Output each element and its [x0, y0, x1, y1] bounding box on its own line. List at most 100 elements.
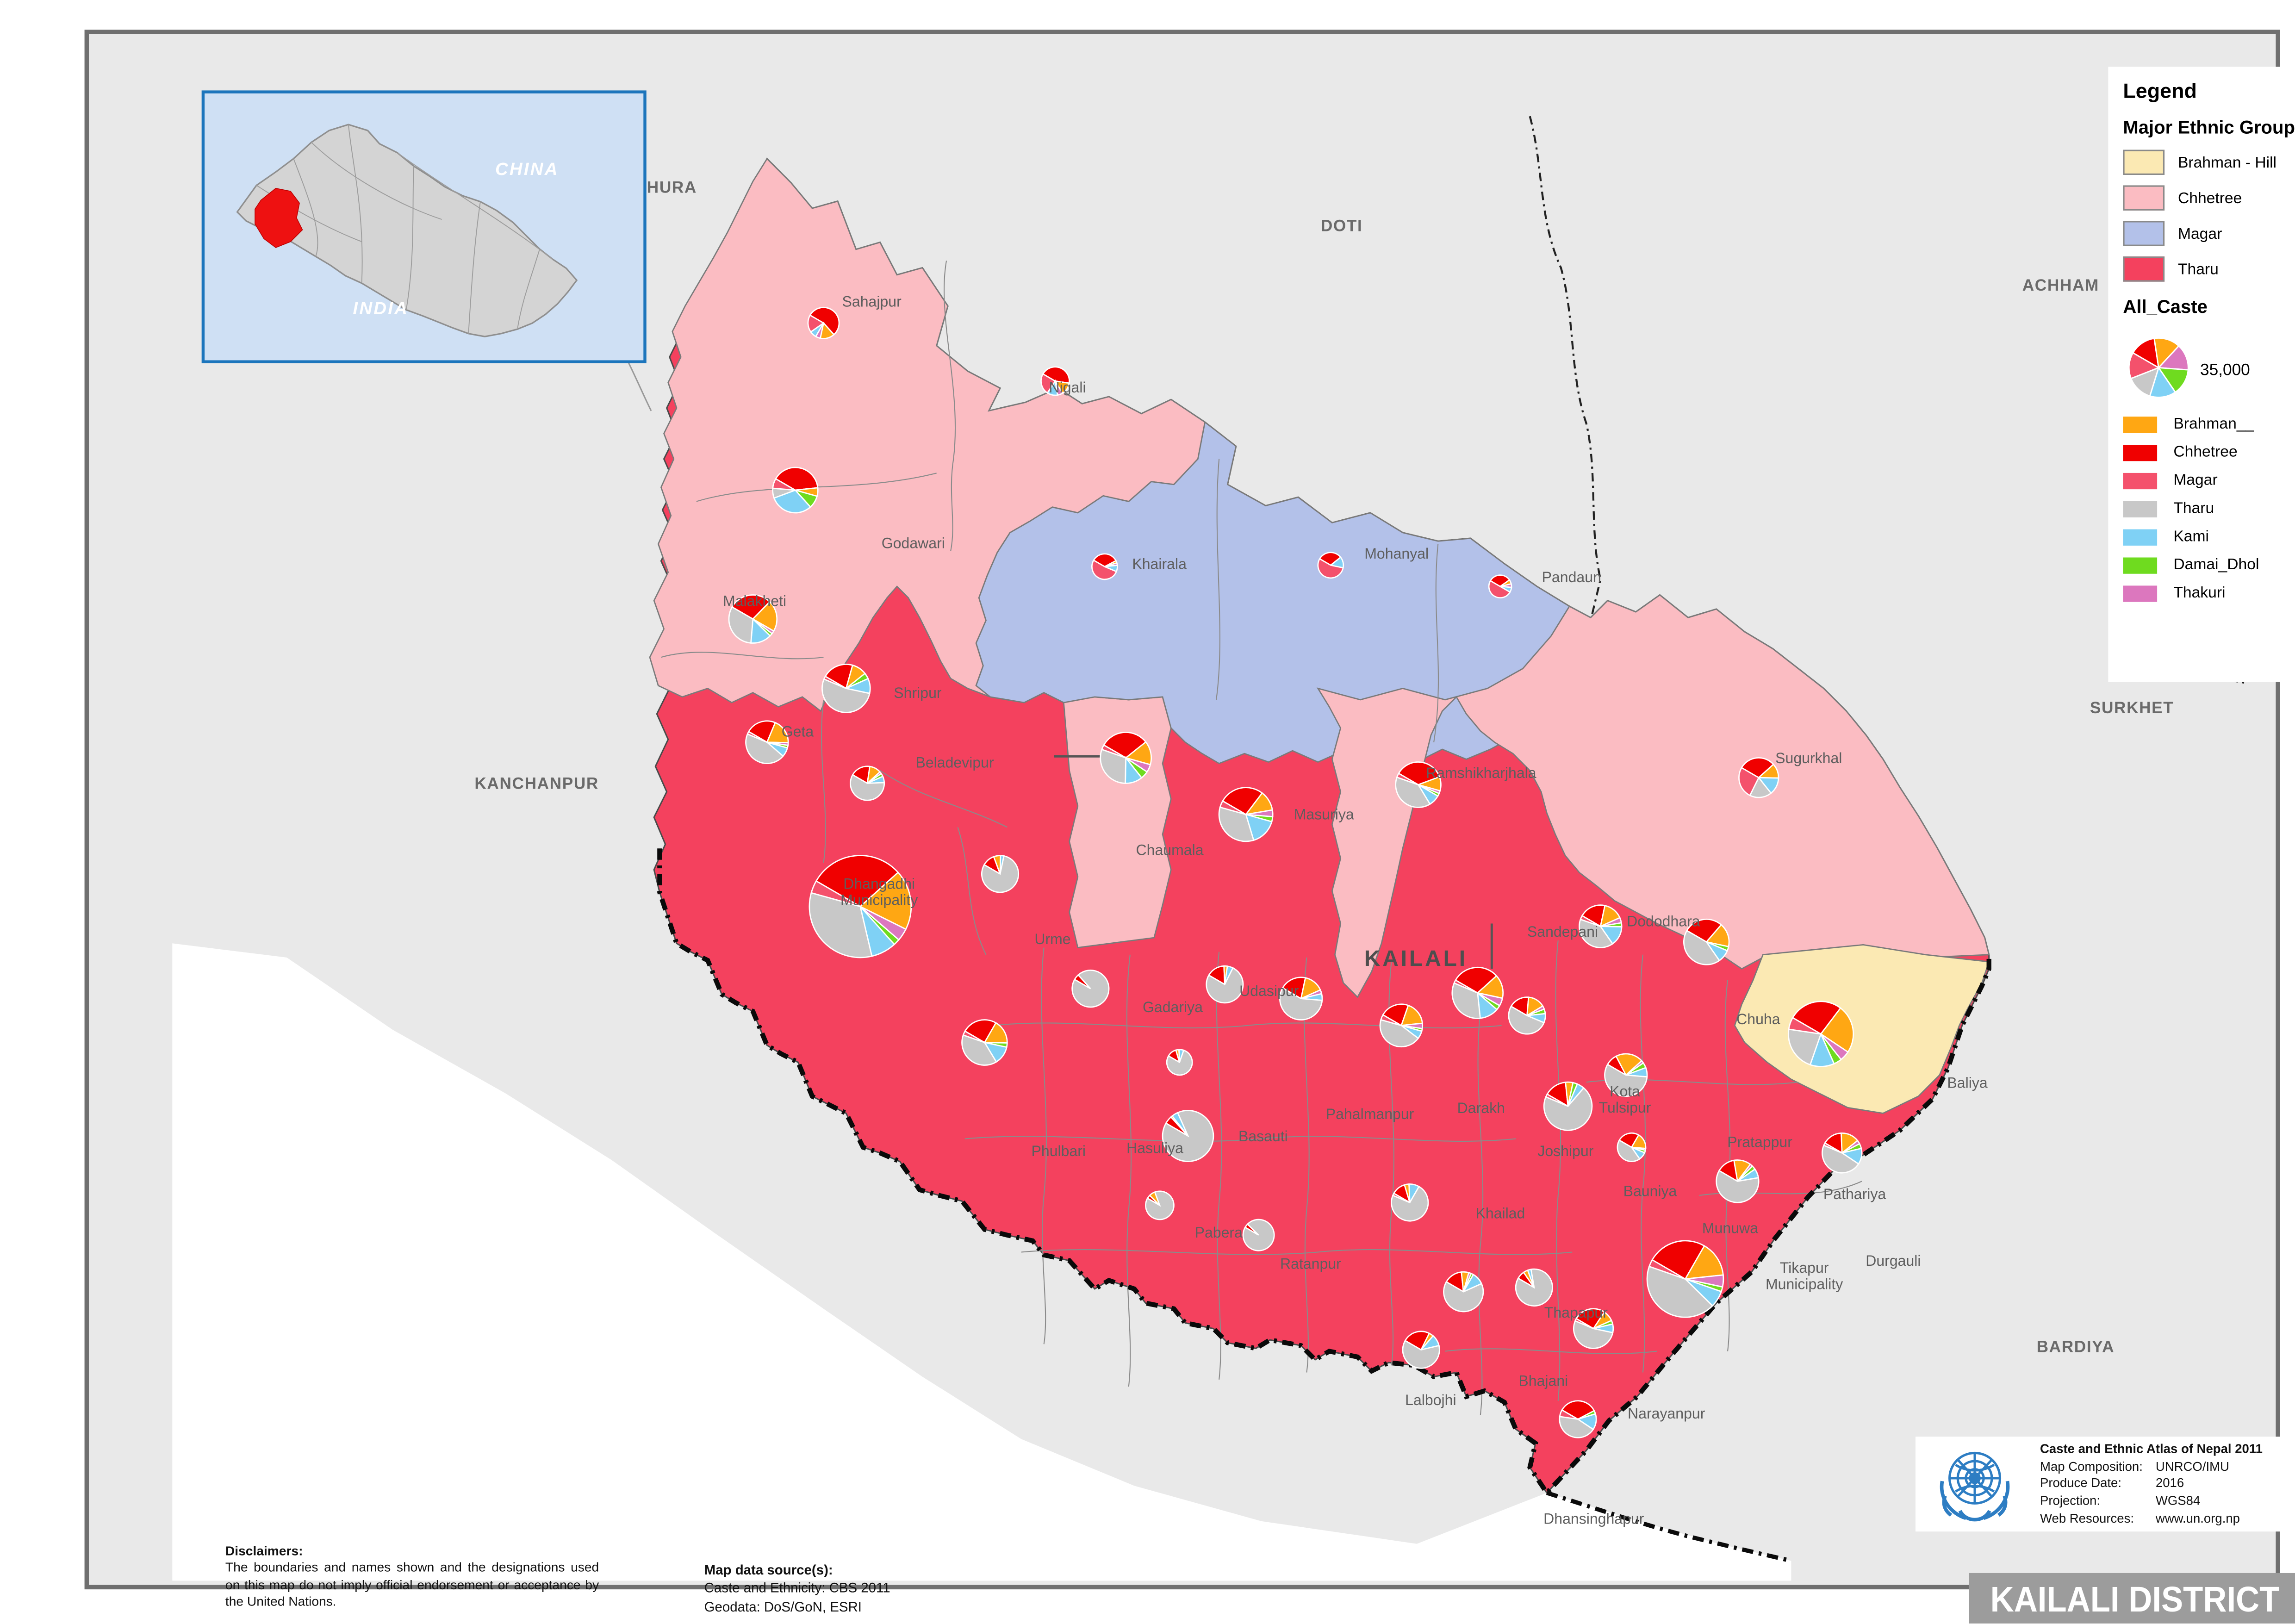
legend-panel: Legend Major Ethnic Group Brahman - Hill… — [2108, 67, 2295, 682]
pie-slice-tharu — [1443, 1281, 1484, 1313]
region-pie-thapapur — [1515, 1268, 1553, 1307]
region-pie-dododhara — [1579, 904, 1623, 948]
district-title: KAILALI DISTRICT — [1990, 1580, 2280, 1621]
pie-slice-magar — [1574, 1318, 1594, 1329]
legend-heading: Legend — [2123, 78, 2197, 103]
legend-ethnic-item: Brahman - Hill — [2123, 149, 2295, 175]
ethnic-label: Tharu — [2177, 260, 2219, 278]
region-pie-mohanyal — [1317, 552, 1344, 579]
pie-slice-chhetree — [809, 306, 840, 336]
disclaimers-heading: Disclaimers: — [225, 1543, 303, 1558]
pie-slice-tharu — [1379, 1019, 1419, 1048]
caste-label: Kami — [2173, 528, 2209, 546]
pie-slice-tharu — [961, 1034, 997, 1066]
international-border-south-east — [1546, 1491, 1792, 1563]
region-pie-darakh — [1379, 1003, 1424, 1048]
legend-sample-pie — [2128, 337, 2189, 398]
outer-district-border-3 — [625, 356, 652, 411]
legend-allcaste-sample: 35,000 — [2123, 329, 2295, 406]
region-pie-hasuliya — [1162, 1110, 1214, 1162]
legend-ethnic-item: Magar — [2123, 221, 2295, 246]
base-map — [89, 34, 2276, 1585]
pie-slice-chhetree — [1042, 366, 1070, 384]
credits-value: WGS84 — [2155, 1493, 2201, 1508]
caste-swatch — [2123, 585, 2158, 602]
credits-key: Produce Date: — [2040, 1475, 2122, 1491]
pie-slice-tharu — [1395, 776, 1431, 808]
disclaimers: Disclaimers: The boundaries and names sh… — [225, 1543, 599, 1610]
region-pie-munuwa — [1716, 1159, 1760, 1203]
pie-slice-chhetree — [1319, 552, 1342, 566]
region-chhetree-northwest — [649, 157, 1206, 949]
region-pie-geta — [745, 720, 789, 764]
pie-slice-magar — [1380, 1014, 1402, 1027]
credits-row: Web Resources: www.un.org.np — [2040, 1511, 2263, 1528]
legend-caste-item: Tharu — [2123, 500, 2295, 517]
pie-slice-tharu — [1646, 1265, 1714, 1318]
pie-slice-magar — [1545, 1093, 1568, 1107]
pie-slice-chhetree — [1581, 904, 1606, 927]
pie-slice-magar — [1219, 800, 1246, 815]
map-data-sources: Map data source(s): Caste and Ethnicity:… — [704, 1561, 890, 1616]
inset-nepal-map — [236, 124, 578, 337]
pie-slice-tharu — [745, 733, 784, 764]
pie-slice-magar — [1091, 559, 1118, 580]
pie-slice-tharu — [1279, 987, 1323, 1020]
pie-slice-brahman — [1400, 1004, 1423, 1027]
region-pie-sahajpur — [807, 306, 840, 339]
ethnic-swatch — [2123, 149, 2165, 175]
pie-slice-chhetree — [1455, 967, 1498, 994]
legend-caste-item: Thakuri — [2123, 584, 2295, 602]
pie-slice-chhetree — [815, 855, 899, 908]
pie-slice-tharu — [1543, 1087, 1593, 1131]
pie-slice-magar — [1317, 558, 1344, 579]
region-pie-kota-tulsipur — [1508, 996, 1546, 1035]
region-pie-shripur — [821, 664, 871, 713]
credits-box: Caste and Ethnic Atlas of Nepal 2011 Map… — [1915, 1437, 2295, 1532]
region-pie-pabera — [1145, 1190, 1175, 1220]
region-pie-khairala — [1091, 553, 1118, 580]
region-pie-khailad — [1391, 1183, 1429, 1222]
legend-caste-list: Brahman__ Chhetree Magar Tharu Kami Damai_Dho… — [2123, 415, 2295, 602]
pie-slice-chhetree — [964, 1019, 997, 1044]
inset-kailali-highlight — [255, 187, 303, 248]
region-pie-sugurkhal — [1738, 757, 1779, 798]
disclaimers-body: The boundaries and names shown and the d… — [225, 1560, 599, 1608]
map-frame: DHURA DOTI ACHHAM SURKHET KANCHANPUR BARDIYA K… — [84, 30, 2295, 1624]
caste-label: Chhetree — [2173, 443, 2238, 461]
nepal-district-lines — [256, 124, 554, 334]
pie-slice-chhetree — [824, 664, 853, 690]
pie-slice-magar — [807, 314, 825, 333]
credits-key: Projection: — [2040, 1493, 2101, 1508]
pie-slice-tharu — [850, 774, 885, 801]
pie-slice-brahman — [752, 601, 778, 632]
pie-slice-magar — [1559, 1409, 1579, 1420]
leader-lines — [1054, 755, 1493, 969]
ethnic-label: Chhetree — [2177, 189, 2242, 207]
region-pie-narayanpur — [1573, 1308, 1614, 1349]
caste-label: Thakuri — [2173, 584, 2226, 602]
pie-slice-magar — [1788, 1017, 1822, 1035]
sources-heading: Map data source(s): — [704, 1562, 833, 1578]
ethnic-swatch — [2123, 256, 2165, 282]
pie-slice-tharu — [1559, 1416, 1594, 1438]
credits-value: UNRCO/IMU — [2155, 1458, 2229, 1474]
legend-ethnic-item: Chhetree — [2123, 185, 2295, 211]
pie-slice-tharu — [1604, 1064, 1648, 1097]
credits-key: Map Composition: — [2040, 1458, 2143, 1474]
pie-slice-magar — [1392, 1192, 1410, 1203]
region-pie-beladevipur — [850, 765, 885, 801]
pie-slice-tharu — [1451, 982, 1481, 1019]
legend-caste-item: Damai_Dhol — [2123, 556, 2295, 574]
pie-slice-tharu — [1573, 1320, 1614, 1349]
region-pie-pratappur — [1604, 1053, 1648, 1097]
pie-slice-magar — [810, 880, 861, 908]
region-pie-bhajani — [1443, 1271, 1484, 1313]
inset-label-india: INDIA — [353, 298, 409, 319]
region-pie-phulbari — [961, 1019, 1008, 1066]
caste-swatch — [2123, 416, 2158, 432]
inset-label-china: CHINA — [495, 158, 559, 180]
pie-slice-tharu — [1218, 806, 1255, 842]
district-title-box: KAILALI DISTRICT — [1969, 1573, 2295, 1624]
